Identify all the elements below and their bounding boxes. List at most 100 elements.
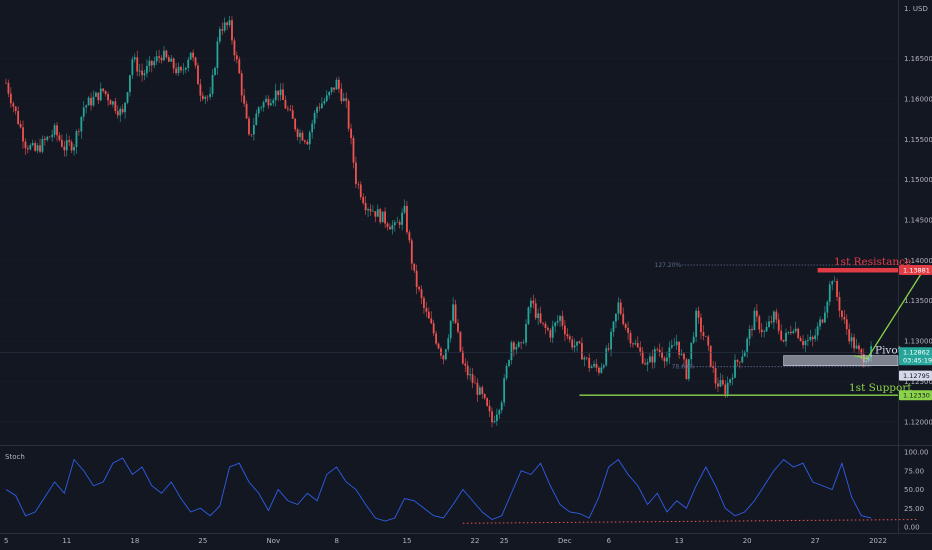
candle	[201, 91, 204, 101]
candle	[252, 117, 255, 141]
candle	[583, 355, 586, 367]
fib-upper-label: 127.20%	[655, 262, 682, 269]
level-annotations[interactable]: 127.20% 78.60% 1st Resistance Pivot 1st …	[579, 256, 923, 396]
candle	[804, 339, 807, 352]
candle	[661, 346, 663, 361]
candle	[95, 91, 97, 98]
candle	[408, 229, 411, 244]
candle	[155, 50, 158, 65]
candle	[328, 91, 331, 99]
candle	[345, 92, 348, 108]
candle	[296, 127, 299, 141]
candle	[719, 373, 722, 388]
candle	[175, 63, 177, 76]
candle	[223, 17, 226, 33]
candle	[427, 307, 430, 319]
candle	[56, 122, 58, 142]
time-tick-label: 2022	[869, 537, 887, 545]
candle	[393, 220, 396, 232]
candle	[70, 139, 73, 154]
candle	[211, 69, 214, 97]
candle	[508, 359, 510, 368]
candle	[182, 63, 185, 75]
time-tick-label: 20	[743, 537, 752, 545]
candle	[73, 144, 75, 156]
candle	[675, 334, 678, 350]
candle	[362, 193, 365, 205]
price-tick-label: 1.12500	[904, 378, 932, 386]
candle	[474, 375, 476, 384]
candle	[729, 378, 732, 386]
candle	[148, 56, 151, 72]
candle	[231, 16, 233, 45]
candle	[447, 333, 450, 352]
candle	[544, 321, 547, 335]
time-tick-label: 13	[675, 537, 684, 545]
candle	[379, 207, 382, 225]
candle	[355, 156, 357, 189]
candle	[308, 130, 311, 151]
candle	[785, 328, 787, 347]
candle	[39, 138, 41, 154]
candle	[571, 335, 574, 351]
candle	[702, 325, 705, 341]
candle	[114, 97, 117, 115]
candle	[294, 117, 297, 132]
candle	[406, 200, 408, 235]
time-tick-label: 27	[811, 537, 820, 545]
candle	[546, 325, 549, 332]
candle	[216, 37, 219, 75]
resistance-zone[interactable]	[817, 267, 898, 273]
price-tick-label: 1.15500	[904, 136, 932, 144]
candle	[384, 207, 386, 228]
candle	[303, 139, 306, 145]
candle	[51, 129, 54, 142]
candle	[143, 69, 146, 81]
candle	[352, 135, 355, 169]
candle	[663, 355, 666, 368]
candle	[561, 310, 564, 330]
candle	[226, 21, 229, 31]
candle	[109, 99, 112, 105]
pivot-zone[interactable]	[783, 355, 899, 366]
candle	[770, 315, 773, 325]
candle	[386, 221, 389, 231]
candle	[279, 83, 282, 101]
candle	[612, 320, 615, 337]
projection-arrow[interactable]	[854, 272, 923, 360]
candle	[250, 133, 253, 138]
candle	[746, 336, 749, 358]
candle	[481, 385, 484, 399]
candle	[721, 374, 724, 386]
candle	[712, 360, 715, 373]
candle	[493, 415, 496, 424]
candle	[133, 53, 136, 63]
candle	[136, 50, 139, 77]
candle	[833, 276, 836, 282]
candle	[131, 56, 134, 80]
candle	[670, 339, 673, 350]
candle	[163, 45, 165, 62]
candle	[457, 319, 459, 334]
candle	[80, 116, 83, 139]
stochastic-line	[5, 457, 872, 522]
candle	[107, 91, 109, 107]
candle	[374, 211, 377, 223]
candle	[772, 310, 775, 330]
candle	[483, 393, 486, 400]
candle	[26, 145, 29, 154]
candle	[542, 322, 544, 327]
candle	[430, 311, 433, 325]
candle	[850, 333, 853, 348]
candle	[461, 346, 464, 365]
candle	[369, 203, 372, 216]
candle	[359, 181, 362, 200]
candle	[12, 101, 15, 113]
fib-lower-label: 78.60%	[672, 364, 695, 371]
candle	[695, 308, 698, 343]
stochastic-pane[interactable]: Stoch 100.00 75.00 50.00 25.00 0.00	[5, 449, 929, 532]
candle	[824, 306, 826, 324]
support-label: 1st Support	[849, 382, 912, 394]
candle	[556, 315, 559, 326]
